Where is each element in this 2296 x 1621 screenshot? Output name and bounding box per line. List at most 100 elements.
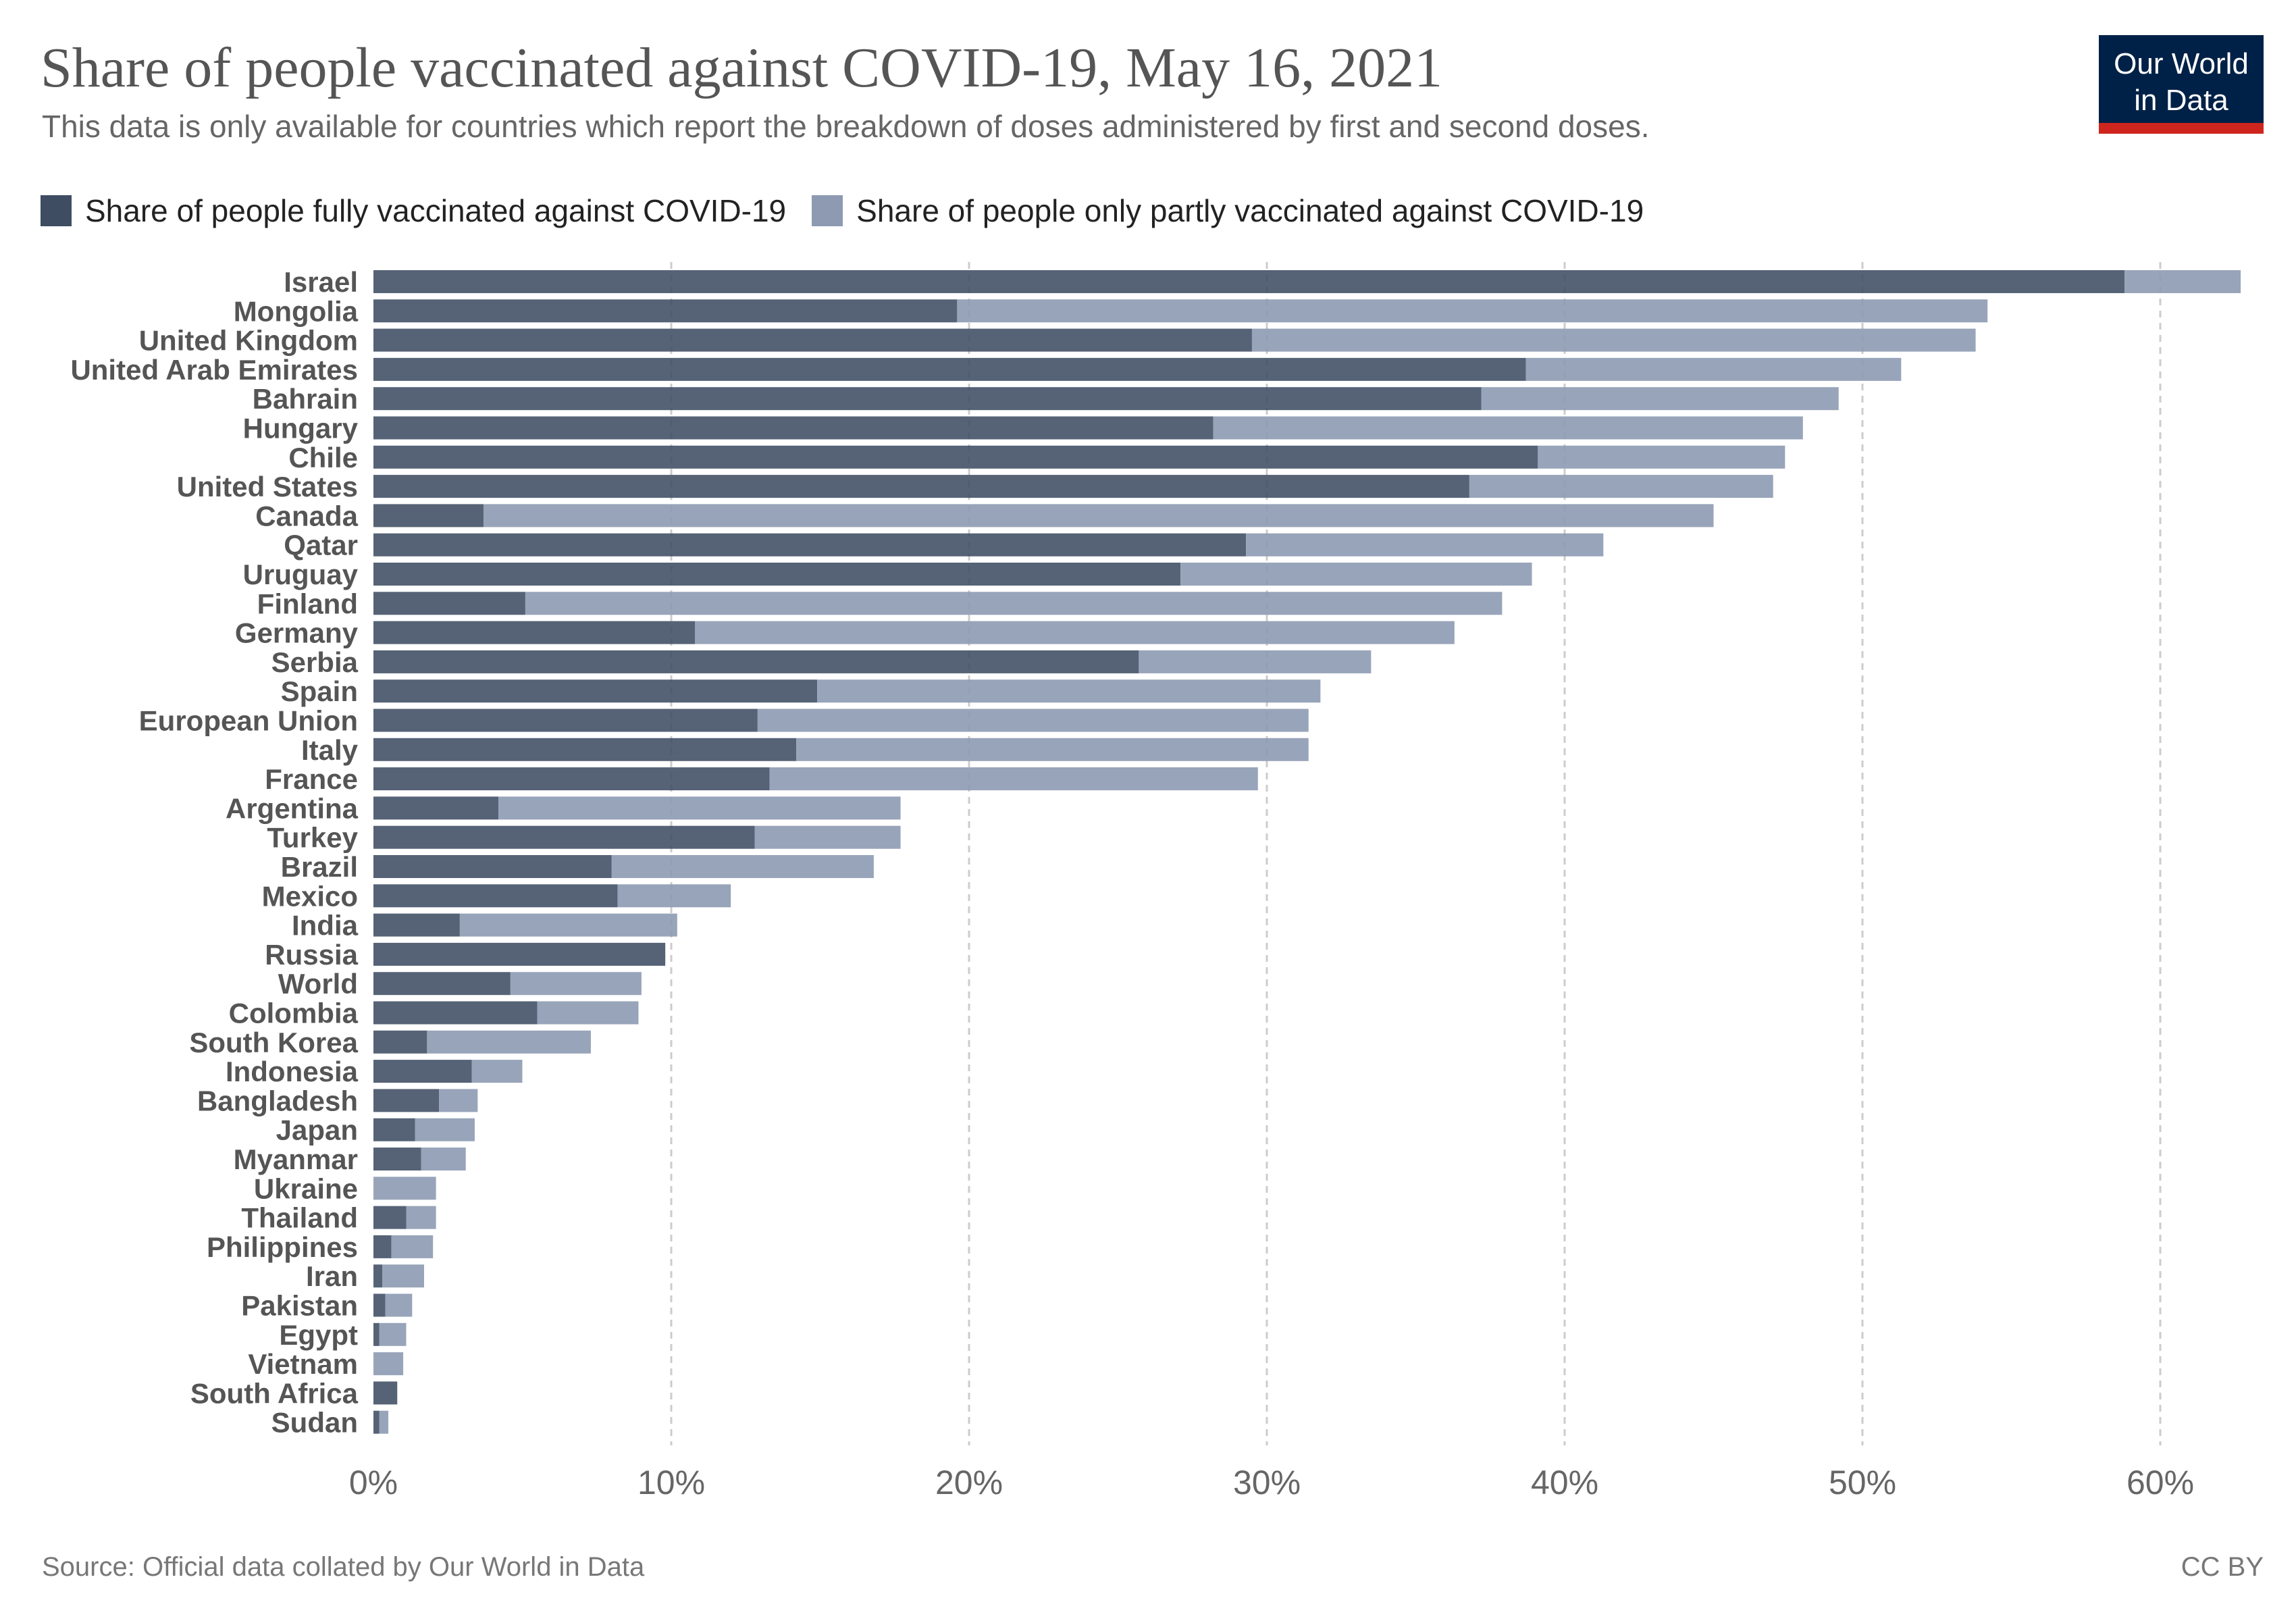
bar-partly-vaccinated[interactable]: [695, 621, 1455, 644]
bar-fully-vaccinated[interactable]: [373, 475, 1469, 498]
bar-fully-vaccinated[interactable]: [373, 328, 1252, 352]
bar-row[interactable]: [373, 445, 1785, 469]
bar-fully-vaccinated[interactable]: [373, 1001, 538, 1025]
bar-fully-vaccinated[interactable]: [373, 445, 1538, 469]
bar-fully-vaccinated[interactable]: [373, 1206, 407, 1229]
bar-fully-vaccinated[interactable]: [373, 563, 1181, 586]
bar-row[interactable]: [373, 533, 1604, 557]
bar-fully-vaccinated[interactable]: [373, 621, 696, 644]
bar-row[interactable]: [373, 416, 1803, 440]
bar-partly-vaccinated[interactable]: [796, 738, 1309, 761]
bar-fully-vaccinated[interactable]: [373, 1235, 392, 1258]
bar-fully-vaccinated[interactable]: [373, 855, 612, 878]
bar-partly-vaccinated[interactable]: [525, 592, 1503, 615]
bar-partly-vaccinated[interactable]: [1481, 387, 1839, 411]
bar-row[interactable]: [373, 621, 1455, 644]
bar-row[interactable]: [373, 1206, 436, 1229]
bar-partly-vaccinated[interactable]: [379, 1322, 407, 1346]
legend-item-fully[interactable]: Share of people fully vaccinated against…: [41, 192, 786, 229]
bar-partly-vaccinated[interactable]: [373, 1177, 436, 1200]
bar-row[interactable]: [373, 650, 1372, 673]
bar-row[interactable]: [373, 1264, 424, 1288]
bar-fully-vaccinated[interactable]: [373, 1410, 380, 1434]
bar-partly-vaccinated[interactable]: [421, 1148, 466, 1170]
bar-row[interactable]: [373, 1322, 407, 1346]
bar-row[interactable]: [373, 709, 1309, 732]
bar-row[interactable]: [373, 767, 1258, 791]
bar-row[interactable]: [373, 1293, 413, 1317]
bar-row[interactable]: [373, 796, 901, 820]
bar-row[interactable]: [373, 1118, 475, 1141]
bar-partly-vaccinated[interactable]: [385, 1293, 413, 1317]
bar-partly-vaccinated[interactable]: [757, 709, 1309, 732]
bar-partly-vaccinated[interactable]: [1525, 357, 1902, 381]
bar-fully-vaccinated[interactable]: [373, 679, 818, 703]
bar-row[interactable]: [373, 942, 666, 966]
bar-row[interactable]: [373, 855, 874, 878]
bar-partly-vaccinated[interactable]: [617, 884, 731, 908]
bar-partly-vaccinated[interactable]: [769, 767, 1258, 791]
bar-fully-vaccinated[interactable]: [373, 1264, 383, 1288]
bar-row[interactable]: [373, 592, 1503, 615]
bar-partly-vaccinated[interactable]: [754, 825, 901, 849]
bar-row[interactable]: [373, 563, 1532, 586]
bar-row[interactable]: [373, 884, 731, 908]
bar-row[interactable]: [373, 1089, 478, 1112]
bar-fully-vaccinated[interactable]: [373, 884, 618, 908]
bar-row[interactable]: [373, 1030, 591, 1054]
bar-row[interactable]: [373, 1235, 434, 1258]
bar-partly-vaccinated[interactable]: [471, 1060, 523, 1083]
bar-partly-vaccinated[interactable]: [459, 913, 677, 937]
bar-row[interactable]: [373, 1381, 398, 1405]
bar-fully-vaccinated[interactable]: [373, 1322, 380, 1346]
bar-fully-vaccinated[interactable]: [373, 1381, 398, 1405]
bar-partly-vaccinated[interactable]: [391, 1235, 434, 1258]
bar-fully-vaccinated[interactable]: [373, 1060, 472, 1083]
bar-partly-vaccinated[interactable]: [537, 1001, 639, 1025]
bar-row[interactable]: [373, 387, 1839, 411]
bar-partly-vaccinated[interactable]: [2124, 270, 2241, 293]
bar-fully-vaccinated[interactable]: [373, 387, 1482, 411]
bar-partly-vaccinated[interactable]: [1180, 563, 1532, 586]
bar-row[interactable]: [373, 913, 677, 937]
bar-row[interactable]: [373, 328, 1976, 352]
bar-partly-vaccinated[interactable]: [379, 1410, 389, 1434]
bar-fully-vaccinated[interactable]: [373, 504, 484, 528]
bar-partly-vaccinated[interactable]: [415, 1118, 475, 1141]
bar-partly-vaccinated[interactable]: [1213, 416, 1803, 440]
bar-fully-vaccinated[interactable]: [373, 1293, 386, 1317]
bar-partly-vaccinated[interactable]: [373, 1352, 404, 1376]
bar-fully-vaccinated[interactable]: [373, 1148, 421, 1170]
bar-partly-vaccinated[interactable]: [498, 796, 901, 820]
bar-partly-vaccinated[interactable]: [1139, 650, 1372, 673]
bar-row[interactable]: [373, 270, 2241, 293]
bar-partly-vaccinated[interactable]: [1246, 533, 1604, 557]
bar-partly-vaccinated[interactable]: [1469, 475, 1773, 498]
bar-partly-vaccinated[interactable]: [484, 504, 1714, 528]
bar-fully-vaccinated[interactable]: [373, 416, 1214, 440]
bar-partly-vaccinated[interactable]: [439, 1089, 478, 1112]
owid-logo[interactable]: Our World in Data: [2099, 35, 2264, 134]
bar-fully-vaccinated[interactable]: [373, 1030, 427, 1054]
bar-row[interactable]: [373, 1001, 639, 1025]
bar-row[interactable]: [373, 738, 1309, 761]
bar-row[interactable]: [373, 504, 1714, 528]
bar-fully-vaccinated[interactable]: [373, 738, 797, 761]
bar-fully-vaccinated[interactable]: [373, 270, 2125, 293]
bar-row[interactable]: [373, 1148, 466, 1170]
bar-row[interactable]: [373, 475, 1773, 498]
bar-row[interactable]: [373, 357, 1902, 381]
bar-partly-vaccinated[interactable]: [957, 299, 1988, 323]
bar-partly-vaccinated[interactable]: [1538, 445, 1785, 469]
bar-fully-vaccinated[interactable]: [373, 796, 499, 820]
bar-row[interactable]: [373, 1060, 523, 1083]
bar-fully-vaccinated[interactable]: [373, 533, 1247, 557]
legend-item-partly[interactable]: Share of people only partly vaccinated a…: [812, 192, 1644, 229]
bar-fully-vaccinated[interactable]: [373, 299, 958, 323]
bar-partly-vaccinated[interactable]: [510, 972, 642, 996]
bar-row[interactable]: [373, 1352, 404, 1376]
bar-partly-vaccinated[interactable]: [406, 1206, 436, 1229]
bar-fully-vaccinated[interactable]: [373, 942, 666, 966]
bar-partly-vaccinated[interactable]: [817, 679, 1321, 703]
bar-partly-vaccinated[interactable]: [427, 1030, 591, 1054]
